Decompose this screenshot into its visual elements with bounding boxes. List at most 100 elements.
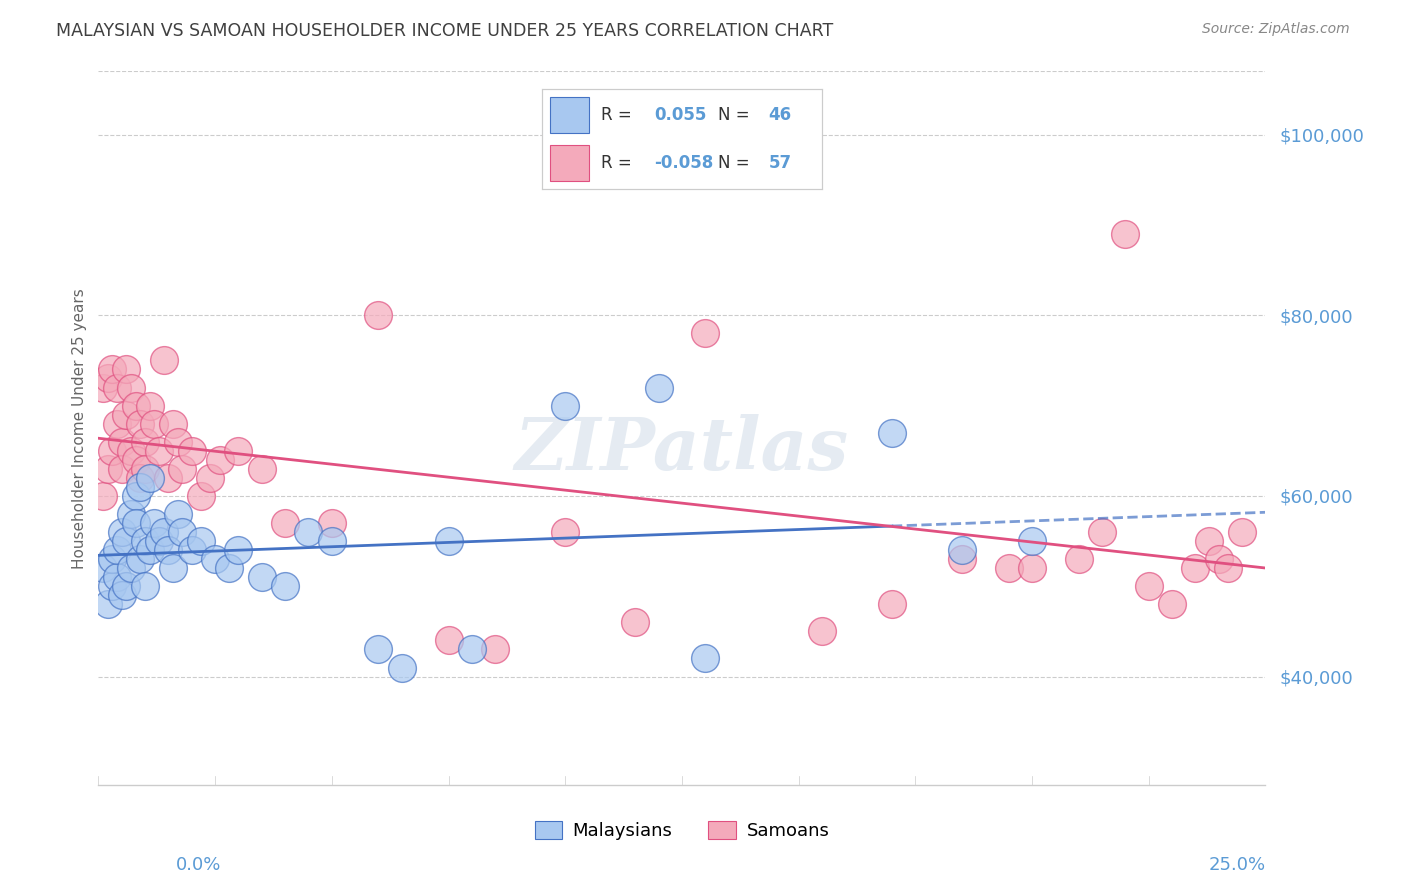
Point xyxy=(134,534,156,549)
Point xyxy=(997,561,1019,575)
Point xyxy=(297,524,319,539)
Point xyxy=(880,597,903,611)
Point xyxy=(115,534,138,549)
Point xyxy=(695,651,717,665)
Point xyxy=(1021,561,1043,575)
Point xyxy=(125,489,148,503)
Text: ZIPatlas: ZIPatlas xyxy=(515,414,849,485)
Point xyxy=(250,462,273,476)
Point xyxy=(1230,524,1253,539)
Text: 25.0%: 25.0% xyxy=(1208,856,1265,874)
Point xyxy=(218,561,240,575)
Point xyxy=(120,561,142,575)
Point xyxy=(228,443,250,458)
Point xyxy=(950,543,973,558)
Point xyxy=(1067,552,1090,566)
Point xyxy=(152,524,174,539)
Point xyxy=(367,308,389,322)
Point xyxy=(321,516,343,530)
Point xyxy=(139,543,162,558)
Point xyxy=(97,597,120,611)
Point xyxy=(190,534,212,549)
Text: MALAYSIAN VS SAMOAN HOUSEHOLDER INCOME UNDER 25 YEARS CORRELATION CHART: MALAYSIAN VS SAMOAN HOUSEHOLDER INCOME U… xyxy=(56,22,834,40)
Point xyxy=(157,471,180,485)
Point xyxy=(101,362,124,376)
Point xyxy=(134,579,156,593)
Point xyxy=(97,462,120,476)
Point xyxy=(91,561,114,575)
Point xyxy=(101,579,124,593)
Point xyxy=(101,552,124,566)
Point xyxy=(101,443,124,458)
Point xyxy=(250,570,273,584)
Point xyxy=(129,417,152,431)
Point xyxy=(695,326,717,341)
Point xyxy=(274,516,297,530)
Point xyxy=(166,507,188,521)
Point xyxy=(125,452,148,467)
Point xyxy=(1091,524,1114,539)
Point xyxy=(321,534,343,549)
Point xyxy=(105,417,128,431)
Point xyxy=(391,660,413,674)
Point xyxy=(208,452,231,467)
Point xyxy=(437,534,460,549)
Y-axis label: Householder Income Under 25 years: Householder Income Under 25 years xyxy=(72,288,87,568)
Point xyxy=(172,524,194,539)
Point xyxy=(190,489,212,503)
Text: 0.0%: 0.0% xyxy=(176,856,221,874)
Point xyxy=(111,434,134,449)
Point xyxy=(180,443,202,458)
Point xyxy=(120,443,142,458)
Point xyxy=(1137,579,1160,593)
Point xyxy=(105,380,128,394)
Point xyxy=(624,615,647,630)
Point xyxy=(143,516,166,530)
Point xyxy=(811,624,834,639)
Point xyxy=(437,633,460,648)
Point xyxy=(115,408,138,422)
Point xyxy=(554,524,576,539)
Point xyxy=(274,579,297,593)
Point xyxy=(111,588,134,602)
Point xyxy=(129,471,152,485)
Point xyxy=(157,543,180,558)
Point xyxy=(105,543,128,558)
Point xyxy=(950,552,973,566)
Point xyxy=(129,480,152,494)
Point xyxy=(134,462,156,476)
Point xyxy=(228,543,250,558)
Point xyxy=(148,443,170,458)
Point xyxy=(125,516,148,530)
Point xyxy=(143,417,166,431)
Point xyxy=(1184,561,1206,575)
Point xyxy=(152,353,174,368)
Point xyxy=(1198,534,1220,549)
Point xyxy=(484,642,506,657)
Point xyxy=(461,642,484,657)
Point xyxy=(554,399,576,413)
Point xyxy=(148,534,170,549)
Point xyxy=(97,371,120,385)
Point xyxy=(1021,534,1043,549)
Point xyxy=(1161,597,1184,611)
Point xyxy=(105,570,128,584)
Point xyxy=(647,380,669,394)
Point xyxy=(125,399,148,413)
Text: Source: ZipAtlas.com: Source: ZipAtlas.com xyxy=(1202,22,1350,37)
Point xyxy=(204,552,226,566)
Point xyxy=(200,471,222,485)
Point xyxy=(172,462,194,476)
Point xyxy=(115,579,138,593)
Point xyxy=(367,642,389,657)
Point xyxy=(139,471,162,485)
Point xyxy=(129,552,152,566)
Point xyxy=(120,507,142,521)
Point xyxy=(180,543,202,558)
Point xyxy=(1208,552,1230,566)
Point xyxy=(111,462,134,476)
Point xyxy=(91,380,114,394)
Point xyxy=(1216,561,1239,575)
Point xyxy=(1114,227,1136,241)
Point xyxy=(111,524,134,539)
